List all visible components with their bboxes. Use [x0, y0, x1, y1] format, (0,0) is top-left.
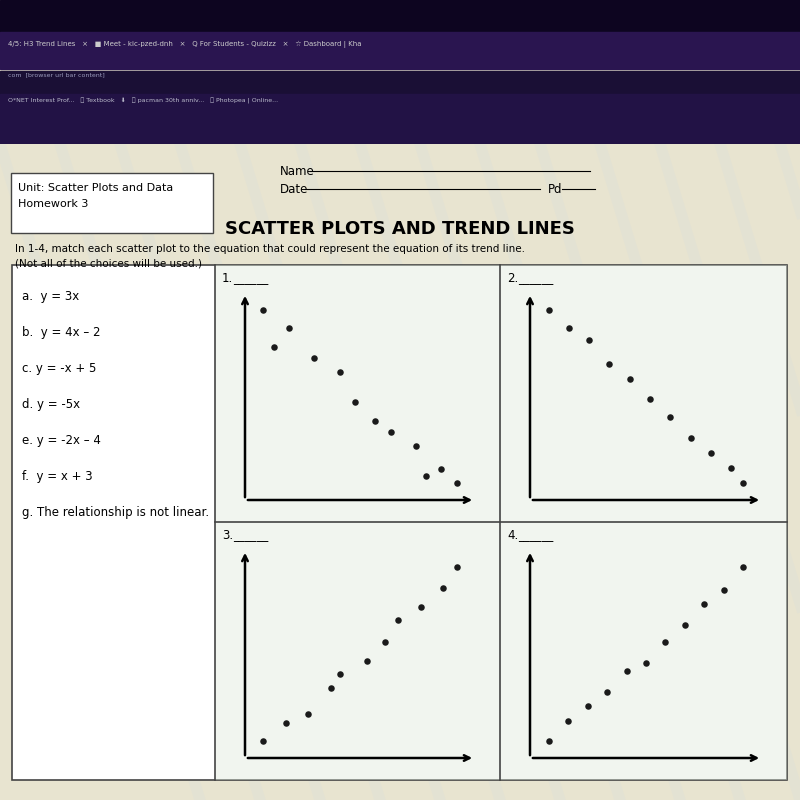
- Text: com  [browser url bar content]: com [browser url bar content]: [8, 72, 105, 77]
- Point: [737, 477, 750, 490]
- Point: [282, 322, 295, 334]
- Point: [334, 366, 346, 379]
- Text: Date: Date: [280, 183, 308, 196]
- Point: [360, 654, 373, 667]
- Point: [664, 411, 677, 424]
- Bar: [500, 522, 787, 780]
- Text: Unit: Scatter Plots and Data: Unit: Scatter Plots and Data: [18, 183, 174, 193]
- Text: ______: ______: [233, 272, 268, 285]
- Point: [369, 414, 382, 427]
- Bar: [0, 32, 800, 69]
- Point: [582, 333, 595, 346]
- Point: [581, 700, 594, 713]
- Point: [349, 396, 362, 409]
- Point: [542, 303, 555, 316]
- Point: [257, 735, 270, 748]
- Text: 1.: 1.: [222, 272, 234, 285]
- Point: [414, 601, 427, 614]
- Point: [302, 708, 314, 721]
- Point: [324, 681, 337, 694]
- Point: [279, 716, 292, 729]
- Text: Name: Name: [280, 165, 314, 178]
- Point: [542, 735, 555, 748]
- Text: a.  y = 3x: a. y = 3x: [22, 290, 79, 303]
- Text: 4/5: H3 Trend Lines   ×   ■ Meet - kic-pzed-dnh   ×   Q For Students - Quizizz  : 4/5: H3 Trend Lines × ■ Meet - kic-pzed-…: [8, 40, 362, 48]
- Bar: [215, 265, 500, 522]
- Text: (Not all of the choices will be used.): (Not all of the choices will be used.): [15, 258, 202, 268]
- Point: [725, 462, 738, 475]
- Point: [562, 321, 575, 334]
- Text: ______: ______: [518, 272, 554, 285]
- Point: [410, 440, 422, 453]
- Point: [392, 614, 405, 627]
- Point: [420, 470, 433, 482]
- Text: ______: ______: [518, 529, 554, 542]
- Point: [435, 462, 448, 475]
- Bar: [12, 265, 787, 780]
- Point: [450, 477, 463, 490]
- Text: g. The relationship is not linear.: g. The relationship is not linear.: [22, 506, 209, 519]
- Text: d. y = -5x: d. y = -5x: [22, 398, 80, 411]
- Bar: [0, 0, 800, 32]
- Text: Homework 3: Homework 3: [18, 199, 88, 209]
- Point: [684, 432, 697, 445]
- Point: [450, 560, 463, 573]
- Point: [623, 372, 636, 385]
- Point: [705, 447, 718, 460]
- Point: [659, 636, 672, 649]
- Text: ______: ______: [233, 529, 268, 542]
- Bar: [0, 70, 800, 94]
- Text: Pd: Pd: [548, 183, 562, 196]
- FancyBboxPatch shape: [11, 173, 213, 233]
- Point: [640, 656, 653, 669]
- Text: O*NET Interest Prof...   📚 Textbook   ⬇   🔍 pacman 30th anniv...   📷 Photopea | : O*NET Interest Prof... 📚 Textbook ⬇ 🔍 pa…: [8, 98, 278, 104]
- Bar: [500, 265, 787, 522]
- Point: [378, 635, 391, 648]
- Point: [334, 668, 346, 681]
- Text: b.  y = 4x – 2: b. y = 4x – 2: [22, 326, 101, 339]
- Point: [678, 618, 691, 631]
- Point: [698, 598, 711, 611]
- Text: 4.: 4.: [507, 529, 518, 542]
- Point: [603, 357, 616, 370]
- Point: [601, 686, 614, 698]
- Text: In 1-4, match each scatter plot to the equation that could represent the equatio: In 1-4, match each scatter plot to the e…: [15, 244, 525, 254]
- Bar: [0, 94, 800, 144]
- Point: [437, 582, 450, 594]
- Text: c. y = -x + 5: c. y = -x + 5: [22, 362, 96, 375]
- Point: [384, 426, 397, 438]
- Point: [620, 665, 633, 678]
- Point: [644, 393, 657, 406]
- Text: f.  y = x + 3: f. y = x + 3: [22, 470, 93, 483]
- Point: [737, 560, 750, 573]
- Point: [562, 714, 574, 727]
- Text: 2.: 2.: [507, 272, 518, 285]
- Text: SCATTER PLOTS AND TREND LINES: SCATTER PLOTS AND TREND LINES: [225, 220, 575, 238]
- Text: e. y = -2x – 4: e. y = -2x – 4: [22, 434, 101, 447]
- Point: [257, 303, 270, 316]
- Point: [308, 351, 321, 364]
- Point: [267, 340, 280, 353]
- Point: [718, 583, 730, 596]
- Bar: [215, 522, 500, 780]
- Text: 3.: 3.: [222, 529, 233, 542]
